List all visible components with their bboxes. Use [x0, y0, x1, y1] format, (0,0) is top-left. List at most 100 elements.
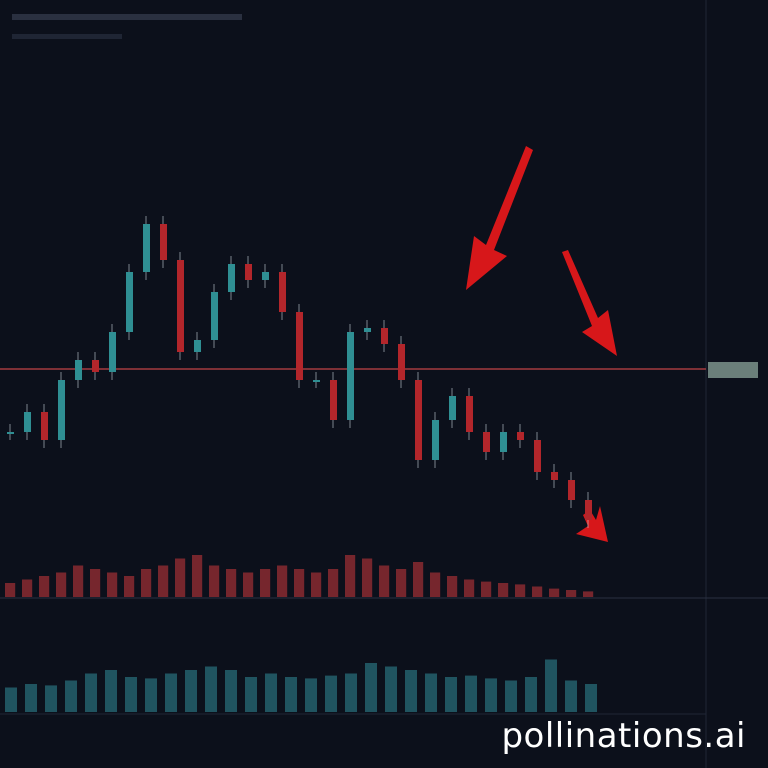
candle: [585, 500, 592, 520]
volume-bar: [141, 569, 152, 597]
candle: [483, 432, 490, 452]
candle: [126, 272, 133, 332]
candle: [296, 312, 303, 380]
candle: [109, 332, 116, 372]
volume-bar: [145, 678, 157, 712]
candle: [415, 380, 422, 460]
candle: [58, 380, 65, 440]
volume-bar: [45, 685, 57, 712]
candle: [313, 380, 320, 382]
candle: [211, 292, 218, 340]
volume-bar: [413, 562, 424, 597]
candle: [160, 224, 167, 260]
volume-bar: [328, 569, 339, 597]
volume-bar: [90, 569, 101, 597]
candle: [551, 472, 558, 480]
volume-bar: [583, 591, 594, 597]
volume-bar: [225, 670, 237, 712]
volume-bar: [165, 673, 177, 712]
candle: [517, 432, 524, 440]
volume-bar: [245, 677, 257, 712]
candle: [466, 396, 473, 432]
volume-bar: [39, 576, 50, 597]
volume-bar: [345, 555, 356, 597]
watermark: pollinations.ai: [501, 716, 746, 756]
volume-bar: [125, 677, 137, 712]
volume-bar: [585, 684, 597, 712]
volume-bar: [175, 558, 186, 597]
volume-bar: [447, 576, 458, 597]
volume-bar: [425, 673, 437, 712]
volume-bar: [525, 677, 537, 712]
volume-bar: [158, 565, 169, 597]
candle: [228, 264, 235, 292]
volume-bar: [205, 666, 217, 712]
candle: [194, 340, 201, 352]
volume-bar: [124, 576, 135, 597]
volume-bar: [305, 678, 317, 712]
volume-bar: [209, 565, 220, 597]
volume-bar: [481, 581, 492, 597]
volume-bar: [485, 678, 497, 712]
volume-bar: [192, 555, 203, 597]
volume-bar: [107, 572, 118, 597]
volume-bar: [545, 659, 557, 712]
volume-bar: [325, 675, 337, 712]
price-tag: [708, 362, 758, 378]
candle: [432, 420, 439, 460]
candle: [364, 328, 371, 332]
candle: [177, 260, 184, 352]
candle: [279, 272, 286, 312]
arrow: [562, 250, 617, 356]
arrow: [576, 506, 608, 542]
volume-bar: [405, 670, 417, 712]
volume-bar: [226, 569, 237, 597]
header-text-placeholder: [12, 14, 242, 20]
volume-bar: [379, 565, 390, 597]
arrow: [466, 146, 533, 290]
volume-bar: [566, 590, 577, 597]
candle: [262, 272, 269, 280]
volume-bar: [73, 565, 84, 597]
candle: [92, 360, 99, 372]
volume-bar: [285, 677, 297, 712]
candle: [245, 264, 252, 280]
candle: [381, 328, 388, 344]
volume-bar: [396, 569, 407, 597]
annotation-arrows: [466, 146, 617, 542]
volume-bar: [185, 670, 197, 712]
candle: [568, 480, 575, 500]
volume-bar: [22, 579, 33, 597]
volume-bar: [532, 586, 543, 597]
header-text-placeholder: [12, 34, 122, 39]
volume-bar: [565, 680, 577, 712]
volume-bar: [65, 680, 77, 712]
candle: [7, 432, 14, 434]
candle: [75, 360, 82, 380]
candle: [24, 412, 31, 432]
candle: [143, 224, 150, 272]
candle: [534, 440, 541, 472]
volume-bar: [105, 670, 117, 712]
volume-bar: [311, 572, 322, 597]
volume-bar: [5, 583, 16, 597]
candle: [330, 380, 337, 420]
volume-bar: [5, 687, 17, 712]
volume-bar: [505, 680, 517, 712]
volume-bar: [277, 565, 288, 597]
candle: [500, 432, 507, 452]
volume-bar: [345, 673, 357, 712]
candle: [41, 412, 48, 440]
candle: [449, 396, 456, 420]
volume-bar: [25, 684, 37, 712]
volume-bar: [430, 572, 441, 597]
volume-bar: [56, 572, 67, 597]
volume-bar: [549, 588, 560, 597]
volume-bar: [464, 579, 475, 597]
volume-bar: [465, 675, 477, 712]
volume-bar: [265, 673, 277, 712]
volume-bar: [445, 677, 457, 712]
